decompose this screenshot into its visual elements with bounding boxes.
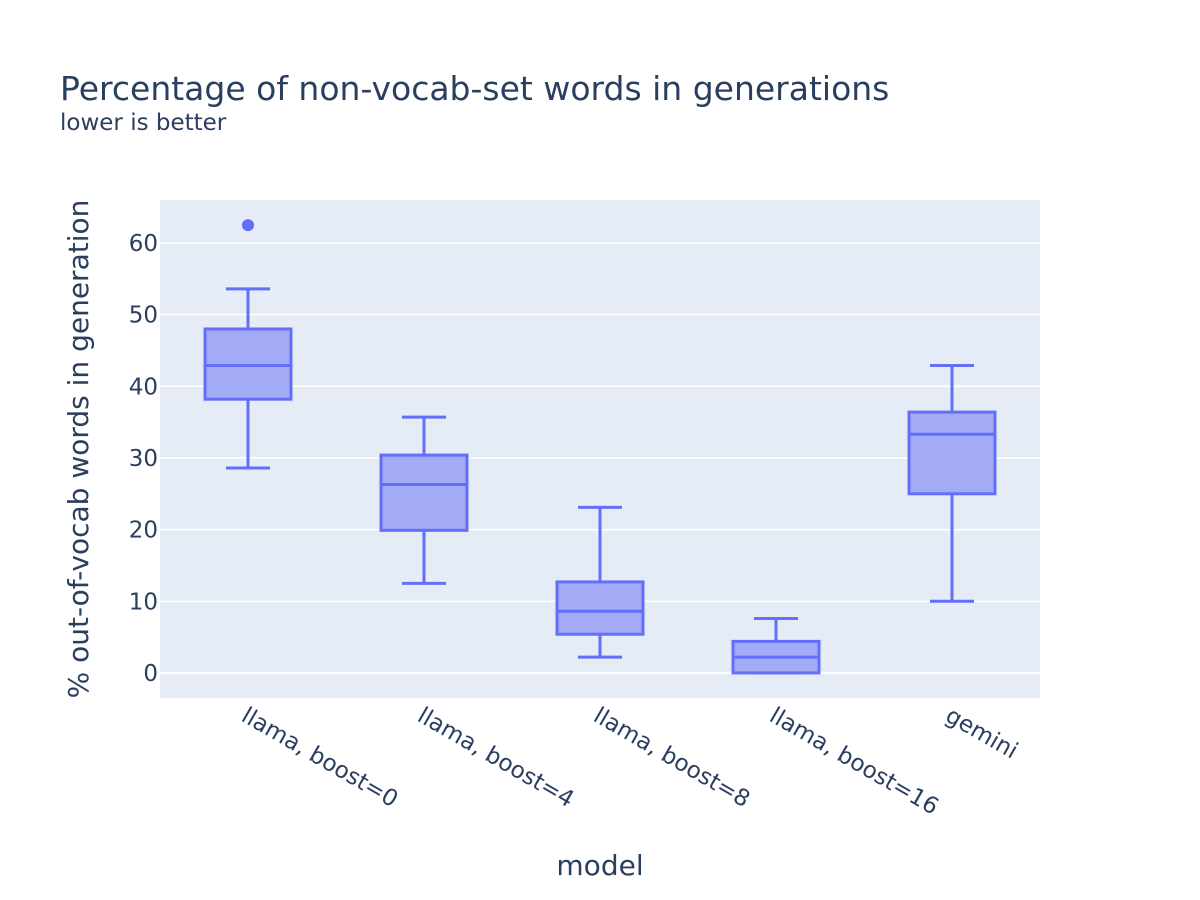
box-2 <box>555 505 645 659</box>
x-tick-label: gemini <box>941 703 1022 765</box>
chart-subtitle: lower is better <box>60 110 227 136</box>
iqr-box <box>379 453 469 532</box>
x-tick-label: llama, boost=0 <box>237 703 402 813</box>
outlier-point <box>242 219 254 232</box>
chart-title: Percentage of non-vocab-set words in gen… <box>60 69 889 108</box>
box-3 <box>731 616 821 675</box>
y-tick-labels: 0 10 20 30 40 50 60 <box>129 231 158 687</box>
y-tick-label: 60 <box>129 231 158 257</box>
box-1 <box>379 415 469 585</box>
y-tick-label: 20 <box>129 518 158 544</box>
y-axis-title: % out-of-vocab words in generation <box>62 200 95 699</box>
y-tick-label: 40 <box>129 374 158 400</box>
y-tick-label: 10 <box>129 589 158 615</box>
x-axis-title: model <box>556 849 643 882</box>
y-tick-label: 30 <box>129 446 158 472</box>
x-tick-label: llama, boost=16 <box>765 703 943 821</box>
x-tick-label: llama, boost=8 <box>589 703 754 813</box>
box-4 <box>907 364 997 603</box>
box-series <box>203 219 997 675</box>
iqr-box <box>555 580 645 636</box>
x-tick-label: llama, boost=4 <box>413 703 578 813</box>
y-tick-label: 50 <box>129 303 158 329</box>
y-tick-label: 0 <box>143 661 158 687</box>
box-0 <box>203 219 293 470</box>
x-tick-labels: llama, boost=0 llama, boost=4 llama, boost… <box>237 703 1022 821</box>
iqr-box <box>907 410 997 496</box>
